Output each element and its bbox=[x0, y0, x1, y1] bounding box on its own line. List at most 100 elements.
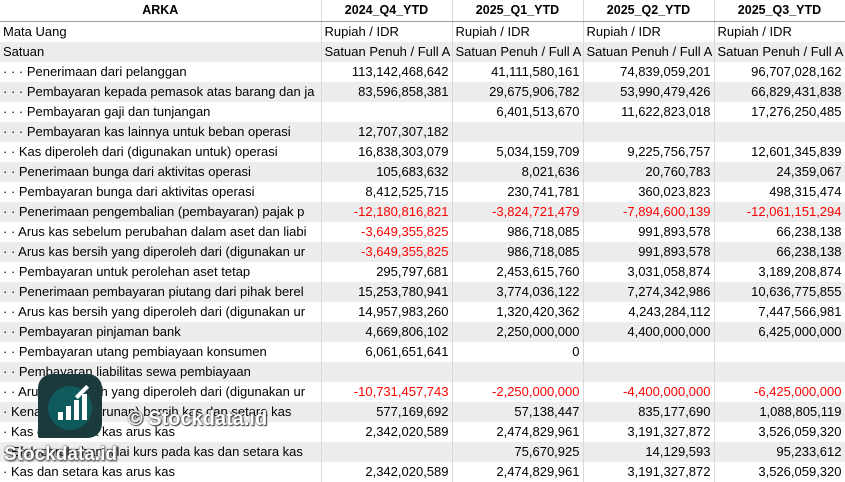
table-cell[interactable]: Satuan Penuh / Full A bbox=[452, 41, 584, 62]
table-cell[interactable]: Satuan Penuh / Full A bbox=[583, 41, 715, 62]
table-cell[interactable]: 3,526,059,320 bbox=[714, 421, 845, 442]
table-cell[interactable]: 66,238,138 bbox=[714, 241, 845, 262]
table-cell[interactable]: Rupiah / IDR bbox=[714, 21, 845, 42]
table-cell[interactable]: 83,596,858,381 bbox=[321, 81, 453, 102]
table-cell[interactable]: 11,622,823,018 bbox=[583, 101, 715, 122]
table-cell[interactable] bbox=[714, 361, 845, 382]
table-cell[interactable]: 14,957,983,260 bbox=[321, 301, 453, 322]
header-2024-q4[interactable]: 2024_Q4_YTD bbox=[321, 0, 453, 22]
table-cell[interactable]: Rupiah / IDR bbox=[583, 21, 715, 42]
table-cell[interactable]: 2,474,829,961 bbox=[452, 461, 584, 482]
table-cell[interactable]: Rupiah / IDR bbox=[452, 21, 584, 42]
table-cell[interactable]: 53,990,479,426 bbox=[583, 81, 715, 102]
table-cell[interactable]: 986,718,085 bbox=[452, 241, 584, 262]
row-label[interactable]: · · Penerimaan bunga dari aktivitas oper… bbox=[0, 161, 322, 182]
row-label[interactable]: · · Pembayaran bunga dari aktivitas oper… bbox=[0, 181, 322, 202]
table-cell[interactable] bbox=[714, 121, 845, 142]
table-cell[interactable]: 986,718,085 bbox=[452, 221, 584, 242]
table-cell[interactable] bbox=[321, 441, 453, 462]
table-cell[interactable]: 4,243,284,112 bbox=[583, 301, 715, 322]
table-cell[interactable]: 3,189,208,874 bbox=[714, 261, 845, 282]
table-cell[interactable]: 1,088,805,119 bbox=[714, 401, 845, 422]
table-cell[interactable]: 20,760,783 bbox=[583, 161, 715, 182]
row-label[interactable]: Mata Uang bbox=[0, 21, 322, 42]
table-cell[interactable]: 577,169,692 bbox=[321, 401, 453, 422]
table-cell[interactable]: 991,893,578 bbox=[583, 221, 715, 242]
row-label[interactable]: · · Arus kas bersih yang diperoleh dari … bbox=[0, 381, 322, 402]
table-cell[interactable] bbox=[321, 101, 453, 122]
table-cell[interactable]: Satuan Penuh / Full A bbox=[321, 41, 453, 62]
table-cell[interactable]: 2,342,020,589 bbox=[321, 461, 453, 482]
table-cell[interactable]: 4,400,000,000 bbox=[583, 321, 715, 342]
table-cell[interactable]: -10,731,457,743 bbox=[321, 381, 453, 402]
row-label[interactable]: · · Pembayaran utang pembiayaan konsumen bbox=[0, 341, 322, 362]
row-label[interactable]: · · Penerimaan pengembalian (pembayaran)… bbox=[0, 201, 322, 222]
table-cell[interactable]: 113,142,468,642 bbox=[321, 61, 453, 82]
table-cell[interactable]: 41,111,580,161 bbox=[452, 61, 584, 82]
table-cell[interactable]: 0 bbox=[452, 341, 584, 362]
table-cell[interactable]: 105,683,632 bbox=[321, 161, 453, 182]
row-label[interactable]: · · Pembayaran untuk perolehan aset teta… bbox=[0, 261, 322, 282]
row-label[interactable]: · · Arus kas sebelum perubahan dalam ase… bbox=[0, 221, 322, 242]
table-cell[interactable]: 1,320,420,362 bbox=[452, 301, 584, 322]
header-2025-q3[interactable]: 2025_Q3_YTD bbox=[714, 0, 845, 22]
table-cell[interactable]: 7,274,342,986 bbox=[583, 281, 715, 302]
table-cell[interactable]: 74,839,059,201 bbox=[583, 61, 715, 82]
header-2025-q2[interactable]: 2025_Q2_YTD bbox=[583, 0, 715, 22]
table-cell[interactable]: 57,138,447 bbox=[452, 401, 584, 422]
table-cell[interactable]: 6,061,651,641 bbox=[321, 341, 453, 362]
row-label[interactable]: · Efek perubahan nilai kurs pada kas dan… bbox=[0, 441, 322, 462]
table-cell[interactable]: 8,021,636 bbox=[452, 161, 584, 182]
table-cell[interactable]: 3,191,327,872 bbox=[583, 421, 715, 442]
table-cell[interactable]: 24,359,067 bbox=[714, 161, 845, 182]
table-cell[interactable]: 12,707,307,182 bbox=[321, 121, 453, 142]
table-cell[interactable]: 75,670,925 bbox=[452, 441, 584, 462]
table-cell[interactable]: 95,233,612 bbox=[714, 441, 845, 462]
table-cell[interactable] bbox=[452, 121, 584, 142]
table-cell[interactable]: 17,276,250,485 bbox=[714, 101, 845, 122]
table-cell[interactable]: -12,180,816,821 bbox=[321, 201, 453, 222]
table-cell[interactable]: 991,893,578 bbox=[583, 241, 715, 262]
table-cell[interactable]: 29,675,906,782 bbox=[452, 81, 584, 102]
table-cell[interactable]: 2,250,000,000 bbox=[452, 321, 584, 342]
table-cell[interactable]: -12,061,151,294 bbox=[714, 201, 845, 222]
table-cell[interactable]: 230,741,781 bbox=[452, 181, 584, 202]
table-cell[interactable]: 3,774,036,122 bbox=[452, 281, 584, 302]
header-2025-q1[interactable]: 2025_Q1_YTD bbox=[452, 0, 584, 22]
row-label[interactable]: · · Pembayaran pinjaman bank bbox=[0, 321, 322, 342]
table-cell[interactable]: 8,412,525,715 bbox=[321, 181, 453, 202]
table-cell[interactable]: -6,425,000,000 bbox=[714, 381, 845, 402]
table-cell[interactable]: 66,829,431,838 bbox=[714, 81, 845, 102]
table-cell[interactable]: 3,191,327,872 bbox=[583, 461, 715, 482]
table-cell[interactable] bbox=[714, 341, 845, 362]
table-cell[interactable]: 5,034,159,709 bbox=[452, 141, 584, 162]
table-cell[interactable]: Satuan Penuh / Full A bbox=[714, 41, 845, 62]
header-company[interactable]: ARKA bbox=[0, 0, 322, 22]
table-cell[interactable]: 66,238,138 bbox=[714, 221, 845, 242]
table-cell[interactable] bbox=[452, 361, 584, 382]
row-label[interactable]: · · Pembayaran liabilitas sewa pembiayaa… bbox=[0, 361, 322, 382]
table-cell[interactable]: 498,315,474 bbox=[714, 181, 845, 202]
row-label[interactable]: · · · Pembayaran kepada pemasok atas bar… bbox=[0, 81, 322, 102]
table-cell[interactable]: 15,253,780,941 bbox=[321, 281, 453, 302]
table-cell[interactable]: -4,400,000,000 bbox=[583, 381, 715, 402]
row-label[interactable]: · · Penerimaan pembayaran piutang dari p… bbox=[0, 281, 322, 302]
table-cell[interactable]: Rupiah / IDR bbox=[321, 21, 453, 42]
table-cell[interactable]: -3,649,355,825 bbox=[321, 221, 453, 242]
table-cell[interactable] bbox=[321, 361, 453, 382]
table-cell[interactable]: 6,401,513,670 bbox=[452, 101, 584, 122]
table-cell[interactable]: 96,707,028,162 bbox=[714, 61, 845, 82]
row-label[interactable]: · · · Pembayaran gaji dan tunjangan bbox=[0, 101, 322, 122]
table-cell[interactable]: 6,425,000,000 bbox=[714, 321, 845, 342]
table-cell[interactable]: 7,447,566,981 bbox=[714, 301, 845, 322]
table-cell[interactable]: 9,225,756,757 bbox=[583, 141, 715, 162]
row-label[interactable]: · · · Penerimaan dari pelanggan bbox=[0, 61, 322, 82]
table-cell[interactable]: 835,177,690 bbox=[583, 401, 715, 422]
row-label[interactable]: · · Kas diperoleh dari (digunakan untuk)… bbox=[0, 141, 322, 162]
table-cell[interactable] bbox=[583, 121, 715, 142]
row-label[interactable]: Satuan bbox=[0, 41, 322, 62]
table-cell[interactable] bbox=[583, 361, 715, 382]
table-cell[interactable] bbox=[583, 341, 715, 362]
table-cell[interactable]: -7,894,600,139 bbox=[583, 201, 715, 222]
table-cell[interactable]: 2,453,615,760 bbox=[452, 261, 584, 282]
